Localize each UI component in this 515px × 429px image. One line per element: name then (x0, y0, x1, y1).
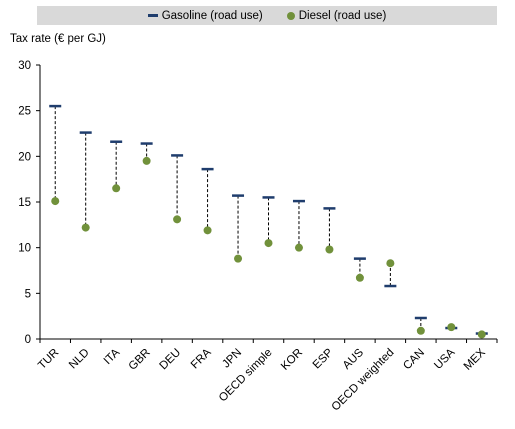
diesel-marker (355, 273, 364, 282)
diesel-marker (112, 184, 121, 193)
y-tick-label: 20 (18, 151, 31, 163)
x-tick-label: KOR (279, 347, 305, 373)
legend-dot-marker (286, 11, 295, 20)
x-tick-label: JPN (220, 347, 244, 371)
legend: Gasoline (road use) Diesel (road use) (37, 6, 497, 25)
x-tick-label: USA (432, 346, 457, 371)
x-tick-label: ITA (102, 346, 123, 367)
diesel-marker (416, 326, 425, 335)
x-tick-label: MEX (462, 346, 488, 372)
y-tick-label: 5 (25, 288, 31, 300)
legend-dash-marker (147, 14, 158, 17)
y-axis-label: Tax rate (€ per GJ) (10, 33, 106, 45)
diesel-marker (386, 259, 395, 268)
legend-label-gasoline: Gasoline (road use) (161, 9, 263, 22)
diesel-marker (203, 226, 212, 235)
diesel-marker (447, 323, 456, 332)
diesel-marker (477, 330, 486, 339)
y-tick-label: 0 (25, 334, 31, 346)
x-tick-label: NLD (67, 347, 92, 372)
diesel-marker (294, 243, 303, 252)
diesel-marker (51, 197, 60, 206)
legend-label-diesel: Diesel (road use) (298, 9, 387, 22)
x-tick-label: TUR (36, 347, 61, 372)
x-tick-label: AUS (341, 346, 366, 371)
legend-item-gasoline: Gasoline (road use) (147, 9, 263, 22)
legend-item-diesel: Diesel (road use) (286, 9, 387, 22)
x-tick-label: CAN (401, 347, 427, 373)
diesel-marker (264, 239, 273, 248)
diesel-marker (173, 215, 182, 224)
y-tick-label: 25 (18, 106, 31, 118)
diesel-marker (325, 245, 334, 254)
x-tick-label: ESP (311, 346, 336, 371)
y-tick-label: 15 (18, 197, 31, 209)
y-tick-label: 30 (18, 60, 31, 72)
x-tick-label: FRA (189, 346, 214, 371)
diesel-marker (142, 156, 151, 165)
x-tick-label: GBR (127, 347, 153, 373)
y-tick-label: 10 (18, 243, 31, 255)
x-tick-label: DEU (158, 347, 184, 373)
diesel-marker (81, 223, 90, 232)
diesel-marker (234, 254, 243, 263)
x-tick-label: OECD simple (217, 347, 275, 405)
